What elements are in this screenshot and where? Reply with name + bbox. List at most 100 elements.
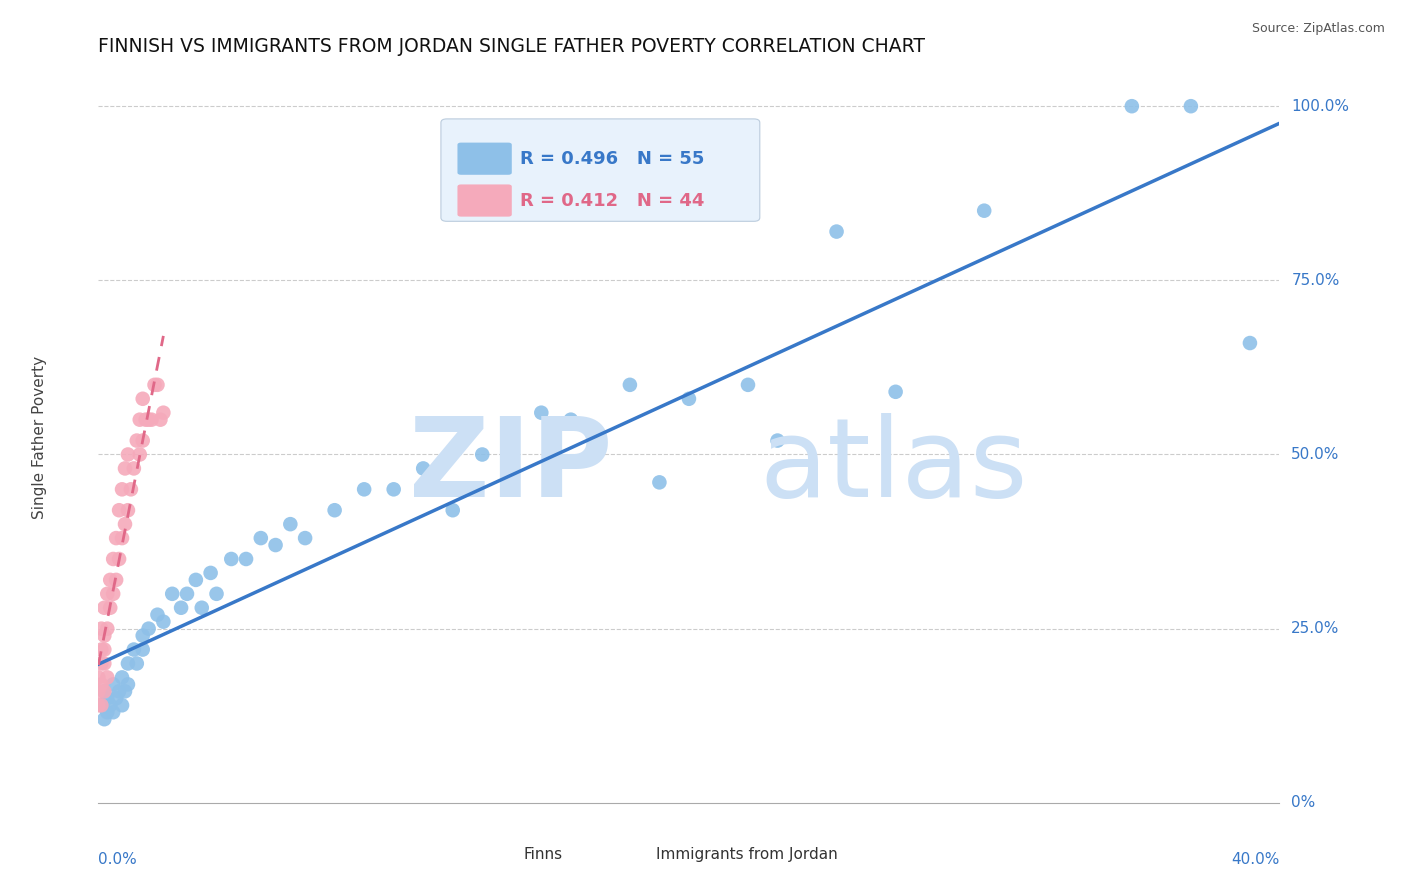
Point — [111, 670, 134, 684]
Point — [103, 587, 125, 601]
FancyBboxPatch shape — [457, 143, 512, 175]
Point — [825, 225, 848, 239]
Point — [93, 600, 115, 615]
Point — [90, 698, 112, 713]
Point — [105, 573, 128, 587]
Point — [128, 412, 150, 426]
Point — [93, 642, 115, 657]
Point — [146, 607, 169, 622]
Text: Immigrants from Jordan: Immigrants from Jordan — [655, 847, 838, 862]
Text: 75.0%: 75.0% — [1291, 273, 1340, 288]
Text: ZIP: ZIP — [409, 413, 612, 520]
Point — [152, 406, 174, 420]
Point — [560, 412, 582, 426]
Point — [678, 392, 700, 406]
Point — [132, 642, 155, 657]
Point — [120, 483, 142, 497]
Point — [125, 434, 148, 448]
Text: R = 0.412   N = 44: R = 0.412 N = 44 — [520, 192, 704, 210]
Point — [117, 657, 139, 671]
Point — [105, 531, 128, 545]
Text: Single Father Poverty: Single Father Poverty — [32, 356, 46, 518]
Point — [205, 587, 228, 601]
FancyBboxPatch shape — [457, 185, 512, 217]
Point — [90, 657, 112, 671]
Point — [264, 538, 287, 552]
FancyBboxPatch shape — [491, 841, 523, 870]
Text: 25.0%: 25.0% — [1291, 621, 1340, 636]
Point — [90, 622, 112, 636]
Point — [111, 698, 134, 713]
Point — [619, 377, 641, 392]
FancyBboxPatch shape — [620, 841, 654, 870]
Point — [105, 691, 128, 706]
Text: 0%: 0% — [1291, 796, 1316, 810]
Point — [138, 622, 160, 636]
Point — [108, 503, 131, 517]
Point — [184, 573, 207, 587]
Text: FINNISH VS IMMIGRANTS FROM JORDAN SINGLE FATHER POVERTY CORRELATION CHART: FINNISH VS IMMIGRANTS FROM JORDAN SINGLE… — [98, 37, 925, 56]
Point — [93, 684, 115, 698]
Point — [143, 377, 166, 392]
Text: R = 0.496   N = 55: R = 0.496 N = 55 — [520, 150, 704, 168]
Point — [103, 677, 125, 691]
Point — [973, 203, 995, 218]
Point — [87, 698, 110, 713]
Point — [98, 573, 121, 587]
Point — [111, 531, 134, 545]
Point — [87, 684, 110, 698]
Point — [90, 642, 112, 657]
Text: 100.0%: 100.0% — [1291, 99, 1350, 113]
Text: 40.0%: 40.0% — [1232, 852, 1279, 866]
Point — [96, 587, 118, 601]
Point — [111, 483, 134, 497]
Point — [323, 503, 346, 517]
Point — [1180, 99, 1202, 113]
Point — [96, 705, 118, 719]
Point — [294, 531, 316, 545]
Point — [176, 587, 198, 601]
Point — [122, 642, 145, 657]
Point — [103, 552, 125, 566]
Point — [152, 615, 174, 629]
Point — [96, 622, 118, 636]
Point — [170, 600, 193, 615]
Point — [250, 531, 273, 545]
Point — [135, 412, 157, 426]
Point — [382, 483, 405, 497]
Point — [117, 448, 139, 462]
Text: 0.0%: 0.0% — [98, 852, 138, 866]
Point — [235, 552, 257, 566]
Point — [471, 448, 494, 462]
Point — [90, 677, 112, 691]
Point — [200, 566, 222, 580]
Point — [114, 517, 136, 532]
Point — [884, 384, 907, 399]
Point — [93, 629, 115, 643]
Point — [103, 705, 125, 719]
Text: 50.0%: 50.0% — [1291, 447, 1340, 462]
Point — [441, 503, 464, 517]
Point — [108, 684, 131, 698]
Point — [1239, 336, 1261, 351]
Point — [141, 412, 163, 426]
Point — [353, 483, 375, 497]
Point — [93, 712, 115, 726]
Point — [90, 698, 112, 713]
Point — [122, 461, 145, 475]
Point — [98, 698, 121, 713]
Text: Source: ZipAtlas.com: Source: ZipAtlas.com — [1251, 22, 1385, 36]
Point — [648, 475, 671, 490]
Point — [117, 677, 139, 691]
Text: atlas: atlas — [759, 413, 1028, 520]
Point — [737, 377, 759, 392]
Point — [93, 684, 115, 698]
Point — [221, 552, 243, 566]
Point — [149, 412, 172, 426]
Point — [114, 461, 136, 475]
Point — [132, 392, 155, 406]
Point — [114, 684, 136, 698]
Point — [96, 691, 118, 706]
Point — [191, 600, 214, 615]
Point — [280, 517, 302, 532]
